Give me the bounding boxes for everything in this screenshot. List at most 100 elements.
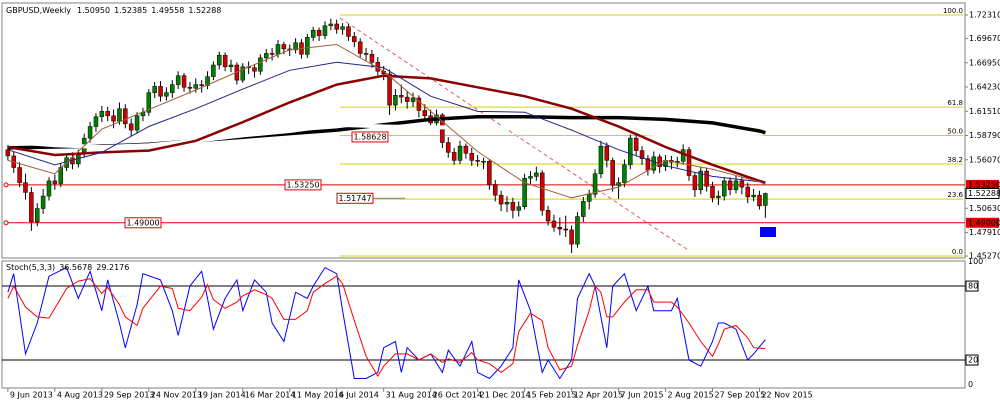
candle-body [87,126,93,139]
moving-average [7,122,766,150]
candle-body [563,228,568,231]
candle-body [5,149,11,157]
candle-body [722,180,727,197]
candle-body [369,54,375,63]
candle-body [269,53,275,55]
candle-body [498,194,504,205]
x-tick-label: 9 Jun 2013 [10,391,53,400]
moving-average [7,74,766,184]
candle-body [745,186,750,198]
candle-body [52,180,58,184]
candle-body [205,76,210,86]
x-tick-label: 11 May 2014 [292,391,344,400]
candle-body [639,150,645,159]
stoch-tick-box [965,354,979,366]
candle-body [416,97,422,111]
y-tick-label: 1.56070 [969,155,1000,164]
candle-body [164,92,169,97]
candle-body [123,108,128,125]
header-low: 1.49558 [151,6,184,15]
moving-average [7,61,766,184]
price-label-box [336,192,374,204]
candle-body [422,110,428,117]
candle-body [357,41,363,54]
line-label: 1.53250 [286,180,319,189]
stoch-tick-box [965,280,979,292]
x-tick-label: 22 Nov 2015 [761,391,812,400]
candle-body [539,172,545,211]
x-tick-label: 7 Jun 2015 [621,391,664,400]
candle-body [492,184,498,196]
header-open: 1.50950 [77,6,110,15]
candle-body [716,195,721,199]
stoch-tick-label: 0 [968,380,973,389]
x-tick-label: 31 Aug 2014 [386,391,437,400]
header-close: 1.52288 [188,6,221,15]
candle-body [751,194,756,198]
candle-body [211,64,216,77]
candle-body [263,53,269,59]
candle-body [387,73,392,106]
candle-body [199,84,204,86]
candle-body [481,161,486,163]
axis-price-box [966,179,999,190]
x-tick-label: 12 Apr 2015 [574,391,623,400]
candle-body [29,192,34,223]
candle-body [510,202,516,211]
y-tick-label: 1.47910 [969,228,1000,237]
last-price-box [965,187,1000,199]
candle-body [23,182,28,193]
candle-body [193,84,199,89]
stoch-tick-label: 80 [968,282,978,291]
stoch-line [7,266,766,380]
main-layer: 100.0 61.8 50.0 38.2 23.6 0.0 1.53250 1.49000 1.… [3,7,965,257]
last-price-label: 1.52288 [968,189,1000,198]
header-high: 1.52385 [114,6,147,15]
price-label: 1.58628 [353,132,386,141]
price-label-box [351,131,389,143]
candle-body [175,75,181,85]
candle-body [293,42,298,51]
line-label-box [124,217,162,229]
candle-body [633,137,639,151]
candle-body [698,170,704,191]
candle-body [346,26,351,37]
candle-body [128,123,134,131]
candle-body [111,115,116,122]
candle-body [252,67,257,72]
x-tick-label: 15 Feb 2015 [527,391,577,400]
candle-body [733,180,739,191]
candle-body [222,54,228,68]
candle-body [105,111,110,117]
fib-label: 50.0 [947,128,963,136]
x-tick-label: 21 Dec 2014 [480,391,531,400]
candle-body [146,92,152,113]
x-tick-label: 2 Aug 2015 [668,391,714,400]
x-tick-label: 27 Sep 2015 [715,391,766,400]
line-label-box [284,179,322,191]
y-tick-label: 1.69670 [969,34,1000,43]
y-tick-label: 1.50630 [969,204,1000,213]
candle-body [604,145,610,161]
stoch-tick-label: 100 [968,257,983,266]
axis-price-box [966,217,999,228]
candle-body [399,95,404,98]
marker-box [760,227,776,237]
candle-body [322,25,328,36]
x-tick-label: 6 Jul 2014 [339,391,379,400]
candle-body [763,193,768,206]
x-tick-label: 19 Jan 2014 [198,391,246,400]
candle-body [275,44,281,55]
candle-body [504,202,510,205]
line-anchor [3,182,9,188]
chart-title: GBPUSD,Weekly 1.50950 1.52385 1.49558 1.5228… [6,6,221,15]
candle-body [586,194,592,202]
candle-body [181,75,187,88]
candle-body [457,145,463,161]
candle-body [581,201,586,217]
candle-body [217,54,222,66]
candle-body [281,44,287,50]
candle-body [487,161,492,185]
axis-price-label: 1.49000 [968,218,1000,227]
